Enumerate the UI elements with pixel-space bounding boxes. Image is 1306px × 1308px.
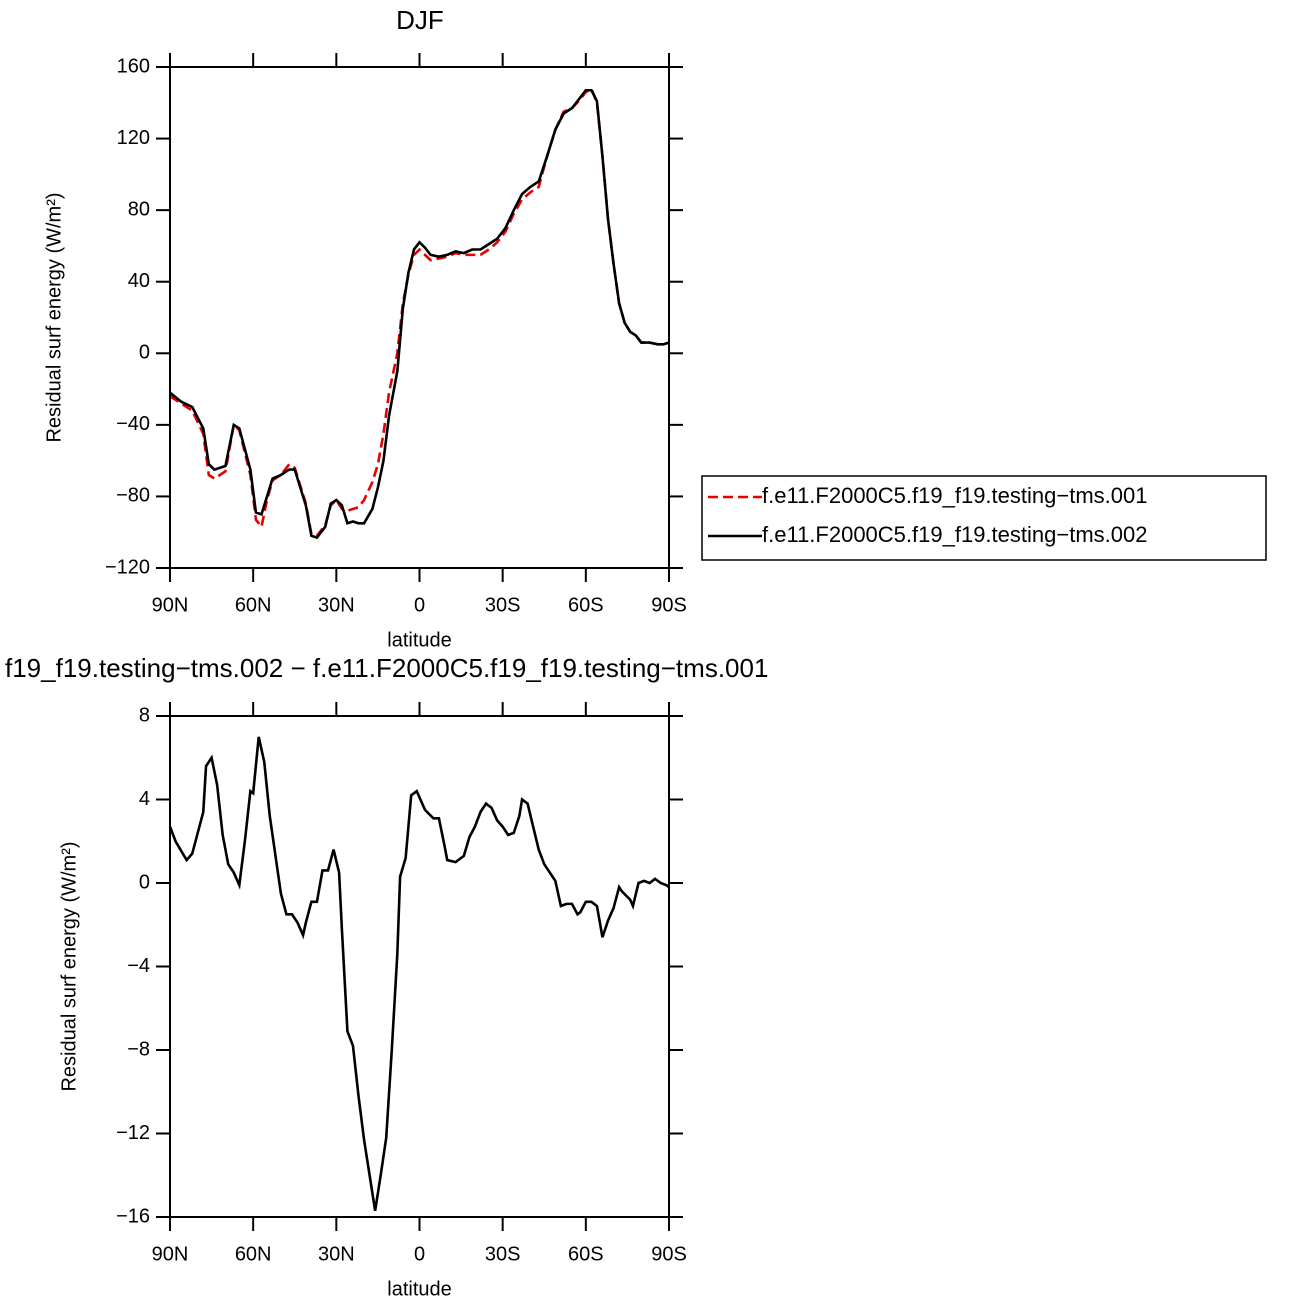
y-tick-label: 40 [128,270,150,292]
x-tick-label: 60N [235,594,272,616]
y-tick-label: −16 [116,1205,150,1227]
chart-title: f19_f19.testing−tms.002 − f.e11.F2000C5.… [5,653,768,683]
y-axis-label: Residual surf energy (W/m²) [43,192,65,442]
legend-label: f.e11.F2000C5.f19_f19.testing−tms.001 [762,483,1147,508]
y-tick-label: 80 [128,198,150,220]
plot-frame [169,66,670,569]
x-tick-label: 30N [318,594,355,616]
x-tick-label: 90S [651,594,687,616]
y-tick-label: −80 [116,485,150,507]
data-line [168,736,670,1211]
x-tick-label: 90N [152,594,189,616]
x-tick-label: 30N [318,1243,355,1265]
y-tick-label: 8 [139,704,150,726]
y-tick-label: 4 [139,788,150,810]
y-tick-label: 0 [139,342,150,364]
y-tick-label: −4 [127,955,150,977]
x-axis-label: latitude [387,629,452,651]
y-tick-label: −40 [116,413,150,435]
y-axis-label: Residual surf energy (W/m²) [58,841,80,1091]
x-tick-label: 60N [235,1243,272,1265]
y-tick-label: −120 [105,556,150,578]
x-tick-label: 60S [568,1243,604,1265]
x-tick-label: 0 [414,594,425,616]
x-tick-label: 60S [568,594,604,616]
legend-label: f.e11.F2000C5.f19_f19.testing−tms.002 [762,522,1147,547]
data-line [169,86,670,538]
x-axis-label: latitude [387,1278,452,1300]
x-tick-label: 90N [152,1243,189,1265]
x-tick-label: 30S [485,594,521,616]
y-tick-label: 120 [117,127,150,149]
x-tick-label: 0 [414,1243,425,1265]
x-tick-label: 90S [651,1243,687,1265]
plot-frame [169,715,670,1218]
y-tick-label: 160 [117,55,150,77]
chart-title: DJF [396,5,444,35]
y-tick-label: −12 [116,1122,150,1144]
x-tick-label: 30S [485,1243,521,1265]
y-tick-label: −8 [127,1038,150,1060]
y-tick-label: 0 [139,871,150,893]
legend-box [701,475,1267,561]
data-line [169,88,670,540]
